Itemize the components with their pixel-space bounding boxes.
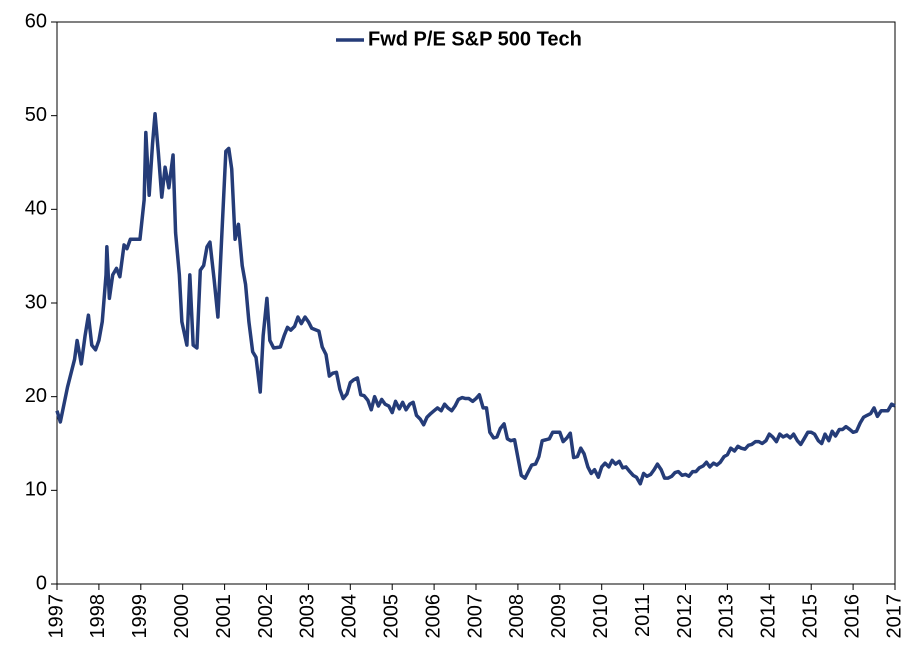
x-tick-label: 2001 bbox=[213, 594, 235, 639]
y-tick-label: 40 bbox=[25, 198, 47, 220]
x-tick-label: 2006 bbox=[422, 594, 444, 639]
x-tick-label: 1998 bbox=[87, 594, 109, 639]
x-tick-label: 2011 bbox=[632, 594, 654, 637]
x-tick-label: 2015 bbox=[799, 594, 821, 639]
plot-frame bbox=[56, 21, 896, 585]
y-tick-label: 60 bbox=[25, 10, 47, 32]
x-tick-label: 2017 bbox=[883, 594, 905, 639]
x-tick-label: 2007 bbox=[464, 594, 486, 639]
x-tick-label: 2000 bbox=[171, 594, 193, 639]
x-tick-label: 2016 bbox=[841, 594, 863, 639]
x-tick-label: 2008 bbox=[506, 594, 528, 639]
x-tick-label: 2003 bbox=[297, 594, 319, 639]
y-tick-label: 20 bbox=[25, 385, 47, 407]
y-tick-label: 30 bbox=[25, 291, 47, 313]
x-tick-label: 2010 bbox=[590, 594, 612, 639]
x-tick-label: 1999 bbox=[129, 594, 151, 639]
y-tick-label: 10 bbox=[25, 479, 47, 501]
data-line bbox=[55, 112, 896, 486]
legend-label: Fwd P/E S&P 500 Tech bbox=[368, 28, 582, 50]
y-tick-label: 0 bbox=[36, 572, 47, 594]
x-tick-label: 2012 bbox=[674, 594, 696, 639]
x-tick-label: 2005 bbox=[380, 594, 402, 639]
x-tick-label: 2014 bbox=[758, 594, 780, 639]
x-tick-label: 2013 bbox=[716, 594, 738, 639]
x-tick-label: 1997 bbox=[45, 594, 67, 639]
y-tick-label: 50 bbox=[25, 104, 47, 126]
x-tick-label: 2002 bbox=[255, 594, 277, 639]
x-tick-label: 2004 bbox=[339, 594, 361, 639]
x-tick-label: 2009 bbox=[548, 594, 570, 639]
